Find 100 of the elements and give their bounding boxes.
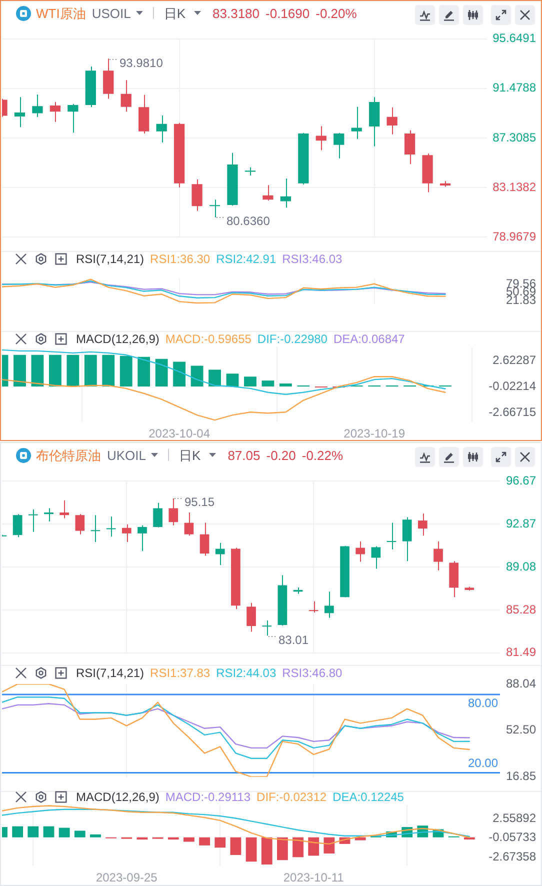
candlestick <box>386 106 398 135</box>
text: -0.22% <box>302 448 344 462</box>
annotation: 93.9810 <box>120 56 164 70</box>
bar <box>354 837 366 840</box>
bar <box>31 354 44 386</box>
bar <box>173 362 186 386</box>
chart-title: MACD(12,26,9) <box>76 332 160 346</box>
chart-title: RSI(7,14,21) <box>76 252 144 266</box>
y-tick-label: 81.49 <box>506 645 536 660</box>
candlestick <box>28 508 38 532</box>
candlestick <box>156 115 167 143</box>
text: -0.1690 <box>266 6 310 20</box>
bar <box>120 356 132 386</box>
x-tick-label: 2023-10-19 <box>344 426 406 441</box>
bar <box>28 826 39 838</box>
bar <box>168 837 179 840</box>
chart-subtitle: UKOIL <box>107 448 146 462</box>
chart-subtitle: USOIL <box>92 6 131 20</box>
bar <box>230 837 242 855</box>
text: DEA:0.06847 <box>333 332 405 346</box>
text: MACD:-0.29113 <box>165 790 251 804</box>
bar <box>261 837 272 865</box>
candlestick <box>75 514 85 535</box>
candlestick <box>192 178 202 212</box>
bar <box>190 366 204 386</box>
bar <box>66 354 80 386</box>
y-tick-label: 95.6491 <box>492 31 536 46</box>
bar <box>102 354 115 386</box>
y-tick-label: 91.4788 <box>492 80 536 95</box>
text: DIF:-0.02312 <box>256 790 327 804</box>
candlestick <box>334 132 344 159</box>
x-tick-label: 2023-10-11 <box>283 870 344 885</box>
candlestick <box>200 522 210 556</box>
x-tick-label: 2023-10-04 <box>148 426 210 441</box>
text: RSI2:42.91 <box>216 252 276 266</box>
bar <box>48 354 62 386</box>
ref-line-label: 20.00 <box>468 756 498 770</box>
candlestick <box>402 516 412 562</box>
text: -0.20 <box>266 448 296 462</box>
text: DEA:0.12245 <box>332 790 404 804</box>
series-label: RSI3:46.03 <box>282 252 342 266</box>
candlestick <box>32 94 43 118</box>
y-tick-label: -0.02214 <box>488 379 536 394</box>
series-label: RSI1:37.83 <box>150 666 210 680</box>
text: 日K <box>164 6 186 20</box>
y-tick-label: 96.67 <box>506 473 536 488</box>
candlestick <box>386 522 396 550</box>
candlestick <box>153 502 162 528</box>
candlestick <box>90 514 100 543</box>
chart-title: MACD(12,26,9) <box>76 790 160 804</box>
candlestick <box>138 524 147 552</box>
bar <box>262 380 274 386</box>
text: 83.3180 <box>212 6 260 20</box>
candlestick <box>418 513 428 536</box>
bar <box>43 826 54 838</box>
text: 87.05 <box>228 448 260 462</box>
y-tick-label: 83.1382 <box>492 180 536 194</box>
bar <box>308 837 320 856</box>
bar <box>14 354 26 386</box>
bar <box>12 826 24 838</box>
bar <box>292 837 304 858</box>
bar <box>84 354 97 386</box>
candlestick <box>14 96 26 128</box>
candlestick <box>262 184 274 202</box>
y-tick-label: 2.62287 <box>492 352 536 367</box>
bar <box>244 376 256 386</box>
candlestick <box>215 542 225 566</box>
candlestick <box>404 130 416 165</box>
y-tick-label: 16.85 <box>506 769 536 784</box>
candlestick <box>351 106 362 140</box>
candlestick <box>324 591 334 618</box>
annotation: 83.01 <box>278 632 309 647</box>
bar <box>90 834 101 838</box>
bar <box>58 828 70 838</box>
text: -0.20% <box>316 6 357 20</box>
y-tick-label: 88.04 <box>506 676 536 690</box>
text: RSI2:44.03 <box>216 666 276 680</box>
bar <box>155 358 168 386</box>
candlestick <box>434 540 443 571</box>
chart-title: WTI原油 <box>36 6 86 20</box>
chart-title: RSI(7,14,21) <box>76 666 144 680</box>
bar <box>208 370 221 386</box>
candlestick <box>184 512 194 536</box>
bar <box>199 837 210 846</box>
candlestick <box>316 126 326 151</box>
candlestick <box>44 508 54 522</box>
candlestick <box>12 514 22 538</box>
y-tick-label: 78.9679 <box>492 229 536 244</box>
text: MACD:-0.59655 <box>165 332 252 346</box>
candlestick <box>122 524 132 543</box>
candlestick <box>246 602 256 632</box>
text: 日K <box>179 448 201 462</box>
x-tick-label: 2023-09-25 <box>96 870 158 885</box>
bar <box>184 837 194 842</box>
candlestick <box>68 103 78 134</box>
y-tick-label: 89.08 <box>506 559 536 574</box>
text: RSI3:46.80 <box>282 666 342 680</box>
candlestick <box>280 178 291 208</box>
text: RSI1:36.30 <box>150 252 210 266</box>
ref-line-label: 80.00 <box>468 696 498 710</box>
